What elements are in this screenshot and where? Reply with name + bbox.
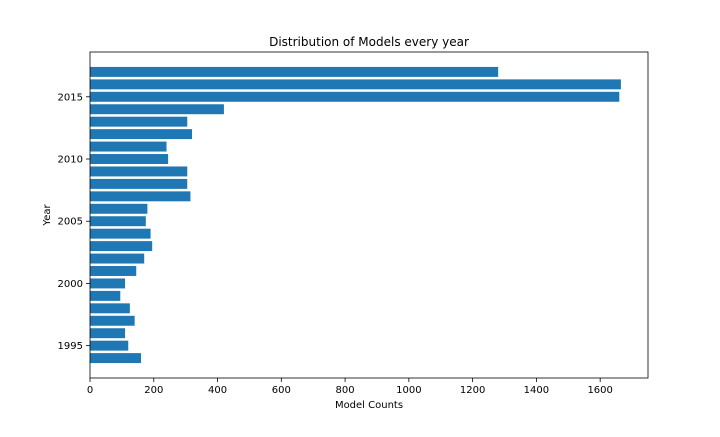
x-tick-label: 1400 — [524, 385, 549, 396]
y-tick-label: 2015 — [58, 92, 83, 103]
bar-2006 — [90, 203, 148, 214]
bars-group — [90, 66, 621, 364]
bar-2009 — [90, 166, 188, 177]
bar-2003 — [90, 241, 153, 252]
x-tick-label: 1200 — [460, 385, 485, 396]
bar-2004 — [90, 228, 151, 239]
bar-2010 — [90, 154, 169, 164]
bar-2000 — [90, 278, 126, 289]
y-tick-label: 1995 — [58, 341, 83, 352]
bar-1995 — [90, 340, 129, 351]
bar-1996 — [90, 328, 126, 339]
x-axis-ticks: 0 200 400 600 800 1000 1200 1400 1600 — [87, 378, 613, 396]
bar-2005 — [90, 216, 146, 227]
plot-frame — [89, 51, 649, 379]
bar-2002 — [90, 253, 145, 264]
bar-2015 — [90, 91, 620, 102]
bar-2014 — [90, 104, 224, 115]
x-tick-label: 0 — [87, 385, 93, 396]
bar-2012 — [90, 129, 193, 140]
bar-1997 — [90, 315, 135, 326]
bar-2011 — [90, 141, 167, 152]
chart-title: Distribution of Models every year — [269, 35, 469, 49]
y-axis-ticks: 1995 2000 2005 2010 2015 — [58, 92, 90, 352]
x-tick-label: 800 — [336, 385, 355, 396]
x-axis-label: Model Counts — [335, 400, 403, 411]
x-tick-label: 1000 — [396, 385, 421, 396]
y-tick-label: 2000 — [58, 279, 83, 290]
y-axis-label: Year — [42, 204, 53, 227]
x-tick-label: 200 — [144, 385, 163, 396]
bar-2008 — [90, 178, 188, 189]
bar-1998 — [90, 303, 130, 314]
bar-2001 — [90, 266, 137, 276]
bar-2016 — [90, 79, 621, 90]
y-tick-label: 2005 — [58, 217, 83, 228]
y-tick-label: 2010 — [58, 155, 83, 166]
bar-2017 — [90, 66, 499, 77]
bar-1994 — [90, 353, 142, 364]
x-tick-label: 400 — [208, 385, 227, 396]
x-tick-label: 1600 — [587, 385, 612, 396]
x-tick-label: 600 — [272, 385, 291, 396]
bar-2013 — [90, 116, 188, 127]
bar-2007 — [90, 191, 191, 202]
bar-1999 — [90, 290, 121, 301]
